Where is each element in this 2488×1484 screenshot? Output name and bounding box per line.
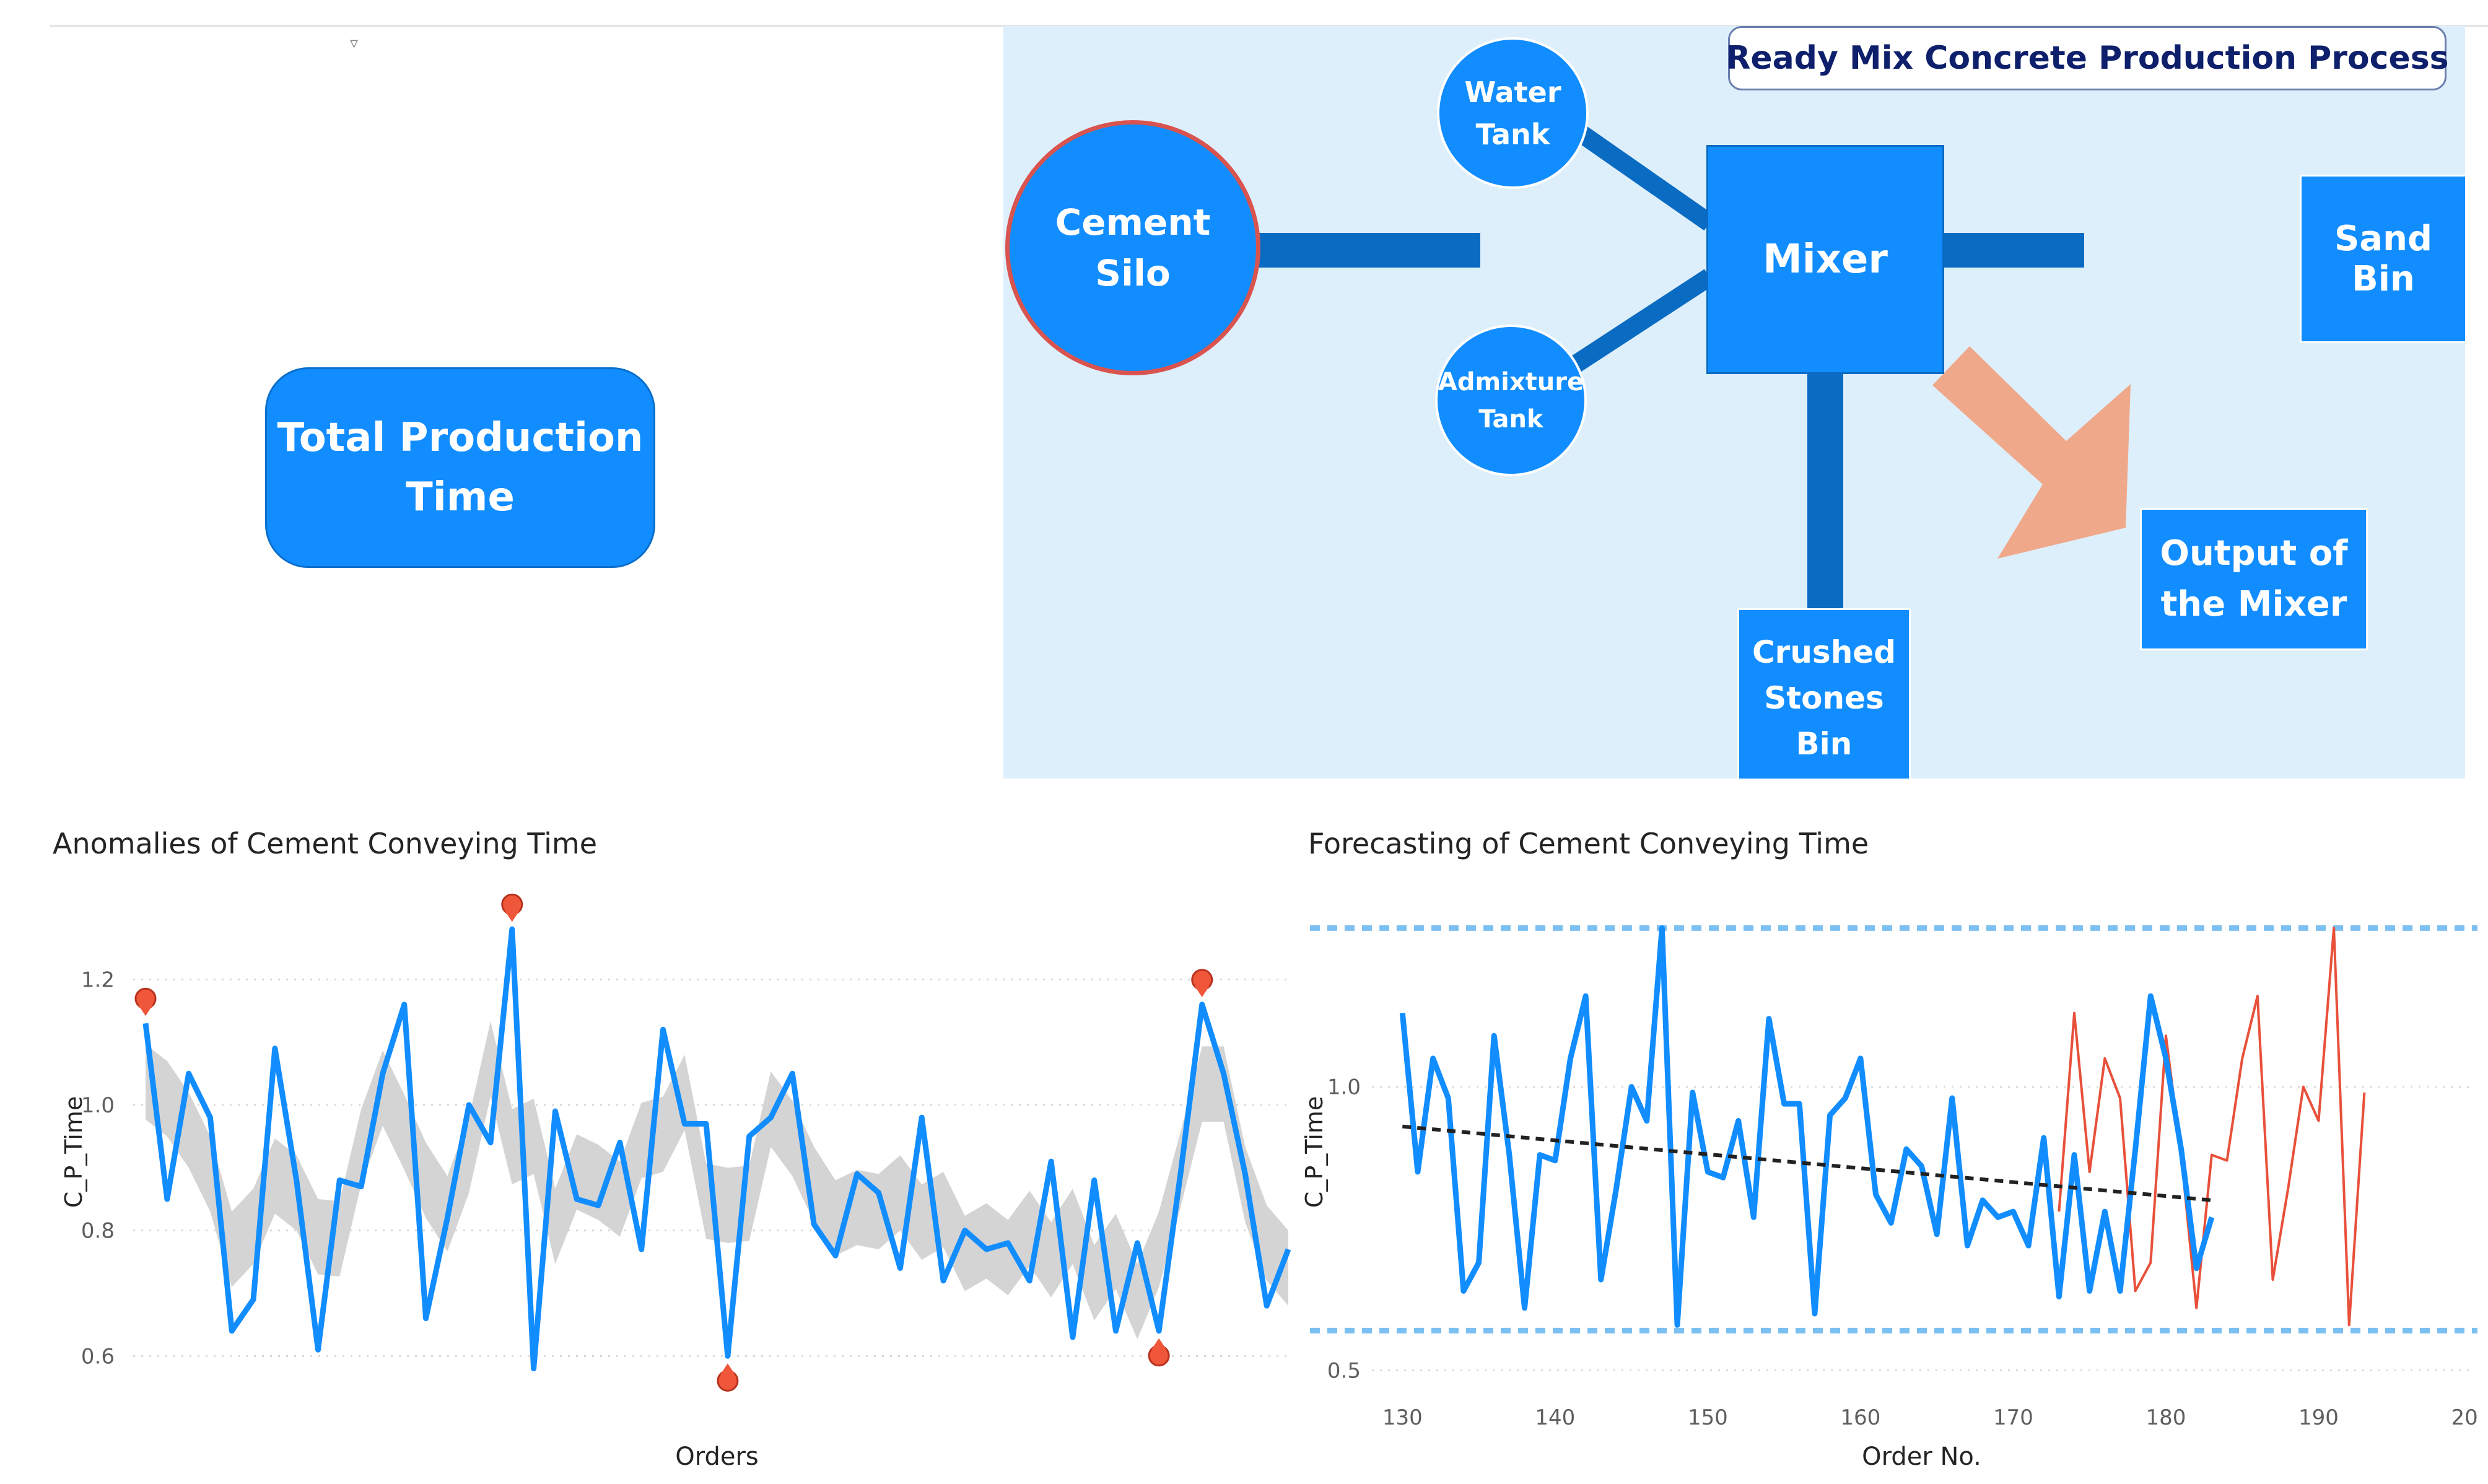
series-line-forecast[interactable] [2058,927,2366,1327]
x-tick-label: 160 [1840,1405,1880,1430]
series-line-c-p-time[interactable] [142,926,1291,1372]
filter-caret-icon[interactable]: ▿ [350,34,359,53]
link-mixer-crushed [1807,370,1843,608]
x-tick-label: 130 [1382,1405,1423,1430]
anomaly-chart[interactable]: 0.6 0.8 1.0 1.2 Orders C_P_Time [37,879,1294,1480]
water-tank-node[interactable]: Water Tank [1437,37,1589,189]
anomaly-marker[interactable] [1191,969,1213,997]
link-mixer-sandbin [1942,233,2084,268]
process-diagram-panel: Ready Mix Concrete Production Process Ce… [1003,26,2465,779]
y-tick-label: 1.0 [81,1093,115,1118]
x-tick-label: 200 [2451,1405,2477,1430]
total-production-time-card[interactable]: Total Production Time [265,367,655,568]
kpi-label: Total Production Time [277,415,644,520]
forecast-chart-title: Forecasting of Cement Conveying Time [1308,827,1869,860]
trend-line [1402,1124,2212,1202]
y-tick-label: 0.5 [1327,1359,1361,1384]
x-tick-label: 140 [1535,1405,1575,1430]
anomaly-chart-svg[interactable]: 0.6 0.8 1.0 1.2 Orders C_P_Time [37,879,1294,1480]
mixer-node[interactable]: Mixer [1706,145,1944,374]
x-tick-label: 170 [1993,1405,2033,1430]
output-of-mixer-node[interactable]: Output of the Mixer [2140,508,2368,650]
y-tick-label: 0.6 [81,1344,115,1369]
crushed-stones-bin-node[interactable]: Crushed Stones Bin [1737,608,1911,779]
x-tick-label: 150 [1688,1405,1728,1430]
anomaly-marker[interactable] [134,987,157,1016]
process-title: Ready Mix Concrete Production Process [1726,26,2449,90]
x-tick-label: 190 [2298,1405,2339,1430]
x-axis-title: Order No. [1862,1443,1981,1471]
output-arrow-icon [1932,346,2131,559]
x-tick-label: 180 [2145,1405,2186,1430]
anomaly-marker[interactable] [717,1363,739,1392]
series-line-actual[interactable] [1399,925,2215,1328]
link-silo-mixer [1257,233,1480,268]
y-tick-label: 0.8 [81,1219,115,1244]
y-tick-label: 1.0 [1327,1075,1361,1100]
y-axis-title: C_P_Time [60,1096,87,1208]
x-axis-title: Orders [675,1443,759,1471]
cement-silo-node[interactable]: Cement Silo [1005,120,1260,375]
anomaly-marker[interactable] [1148,1338,1170,1367]
expected-range-band [146,1021,1288,1340]
anomaly-chart-title: Anomalies of Cement Conveying Time [53,827,598,860]
sand-bin-node[interactable]: Sand Bin [2300,175,2465,343]
y-axis-title: C_P_Time [1301,1096,1328,1208]
link-admixture-mixer [1565,269,1715,376]
forecast-chart[interactable]: 0.5 1.0 130 140 150 160 170 180 190 200 Order No. C… [1288,879,2477,1480]
link-water-mixer [1571,122,1715,231]
admixture-tank-node[interactable]: Admixture Tank [1435,325,1587,476]
forecast-chart-svg[interactable]: 0.5 1.0 130 140 150 160 170 180 190 200 Order No. C… [1288,879,2477,1480]
anomaly-marker[interactable] [501,893,523,922]
process-connectors [1257,122,2131,608]
y-tick-label: 1.2 [81,967,115,992]
